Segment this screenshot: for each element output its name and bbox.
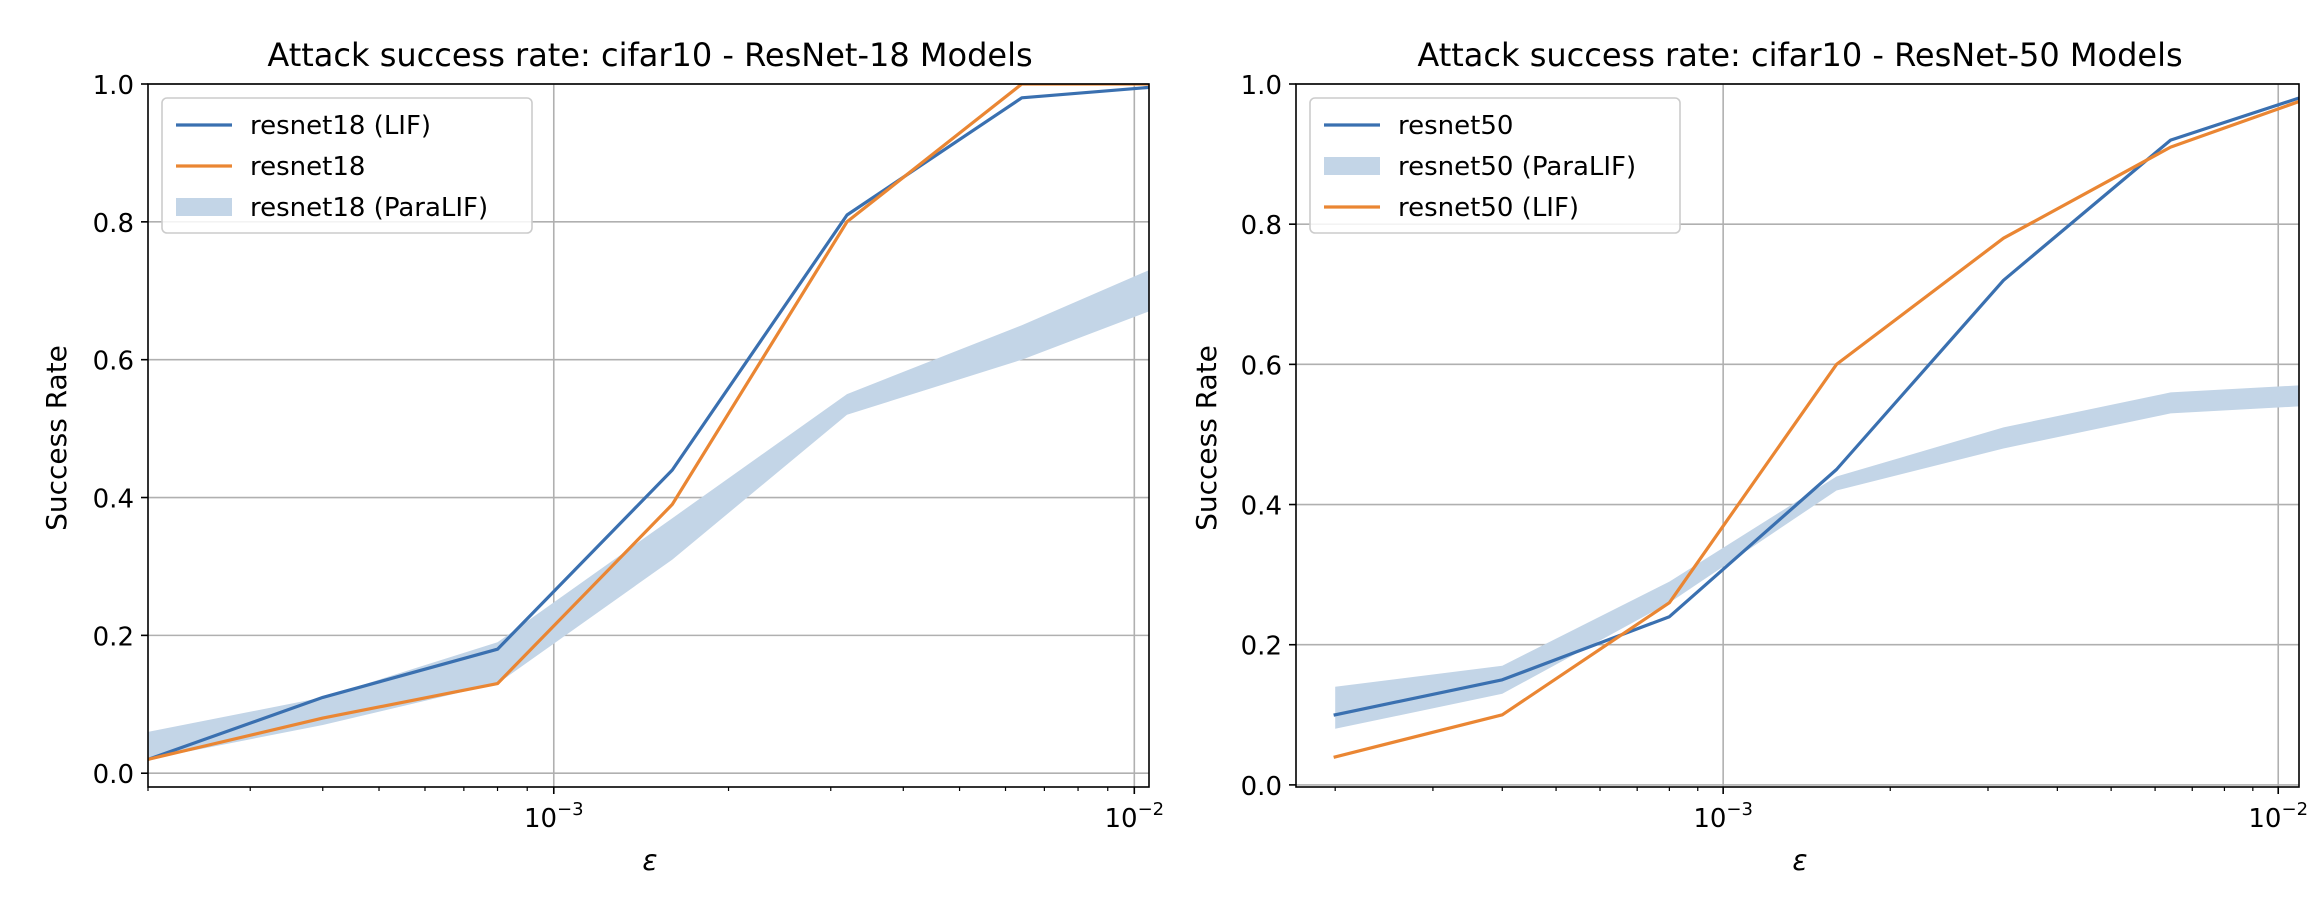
x-tick-label: 10−3 [1693, 799, 1753, 834]
chart-title: Attack success rate: cifar10 - ResNet-18… [267, 36, 1032, 74]
y-axis-label: Success Rate [40, 345, 73, 531]
legend-label: resnet50 [1398, 111, 1513, 141]
y-tick-label: 1.0 [1241, 71, 1282, 101]
y-tick-label: 0.8 [93, 209, 134, 239]
legend-label: resnet18 (LIF) [250, 111, 431, 141]
y-tick-label: 1.0 [93, 71, 134, 101]
legend-swatch [1324, 157, 1380, 175]
axes-frame [1295, 83, 2300, 788]
y-tick-label: 0.4 [1241, 492, 1282, 522]
chart-title: Attack success rate: cifar10 - ResNet-50… [1417, 36, 2182, 74]
x-axis-label: ε [1792, 844, 1807, 877]
x-tick-label: 10−3 [524, 799, 584, 834]
legend-label: resnet18 [250, 152, 365, 182]
chart-resnet18: 0.0 0.2 0.4 0.6 0.8 1.0 10−3 10−2 resnet18 (LIF)… [40, 36, 1164, 877]
legend-box [1309, 97, 1681, 234]
x-tick-label: 10−2 [1104, 799, 1164, 834]
y-tick-label: 0.8 [1241, 211, 1282, 241]
legend-item: resnet50 (ParaLIF) [1324, 152, 1636, 182]
legend-item: resnet18 (ParaLIF) [176, 193, 488, 223]
legend: resnet18 (LIF) resnet18 resnet18 (ParaLIF) [161, 97, 533, 234]
legend: resnet50 resnet50 (ParaLIF) resnet50 (LIF) [1309, 97, 1681, 234]
series-line-resnet50-lif [1333, 99, 2299, 759]
data-layer [148, 84, 1149, 762]
legend-label: resnet50 (LIF) [1398, 193, 1579, 223]
x-tick-label: 10−2 [2248, 799, 2308, 834]
legend-label: resnet50 (ParaLIF) [1398, 152, 1636, 182]
y-tick-label: 0.0 [93, 760, 134, 790]
y-axis-label: Success Rate [1190, 345, 1223, 531]
y-tick-label: 0.4 [93, 485, 134, 515]
plot-area: 0.00.20.40.60.81.010−3 10−2resnet50resnet… [1241, 71, 2308, 834]
legend-item: resnet50 [1324, 111, 1513, 141]
y-tick-label: 0.2 [93, 622, 134, 652]
series-line-resnet18 [148, 84, 1149, 762]
x-axis-label: ε [642, 844, 657, 877]
legend-swatch [176, 198, 232, 216]
y-tick-label: 0.6 [93, 347, 134, 377]
plot-area: 0.0 0.2 0.4 0.6 0.8 1.0 10−3 10−2 resnet18 (LIF)… [93, 71, 1164, 834]
y-tick-label: 0.2 [1241, 632, 1282, 662]
legend-item: resnet18 (LIF) [176, 111, 431, 141]
series-band-resnet18-paralif [148, 270, 1149, 760]
axes-frame [147, 83, 1150, 788]
y-tick-label: 0.0 [1241, 772, 1282, 802]
series-band-resnet50-paralif [1335, 385, 2299, 729]
y-tick-label: 0.6 [1241, 351, 1282, 381]
series-line-resnet50 [1333, 96, 2299, 717]
legend-label: resnet18 (ParaLIF) [250, 193, 488, 223]
chart-resnet50: 0.00.20.40.60.81.010−3 10−2resnet50resnet… [1190, 36, 2308, 877]
series-line-resnet18-lif [148, 85, 1149, 762]
legend-item: resnet18 [176, 152, 365, 182]
legend-box [161, 97, 533, 234]
data-layer [1333, 96, 2299, 759]
legend-item: resnet50 (LIF) [1324, 193, 1579, 223]
